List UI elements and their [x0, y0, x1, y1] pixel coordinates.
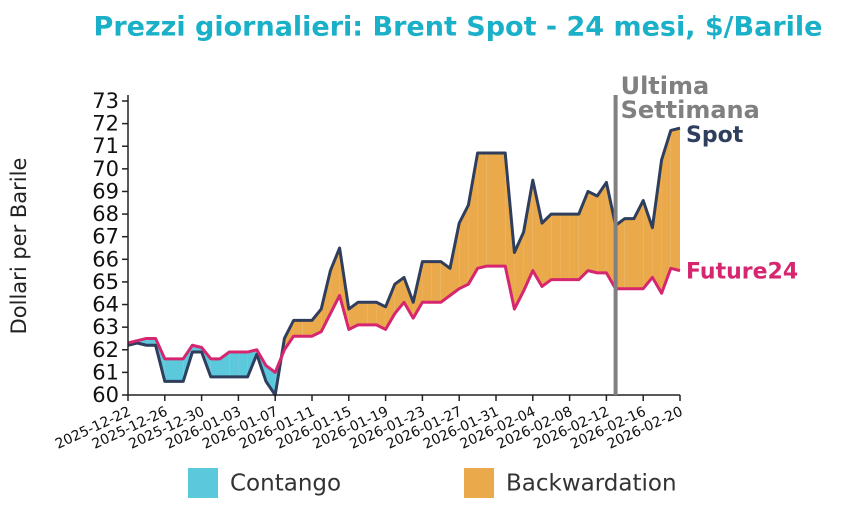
- y-tick-label: 66: [92, 247, 119, 271]
- spread-area: [624, 218, 634, 289]
- spread-area: [293, 320, 303, 337]
- legend-swatch: [188, 468, 218, 498]
- spread-area: [431, 261, 441, 303]
- spread-area: [367, 302, 377, 325]
- spread-area: [174, 358, 184, 382]
- spread-area: [164, 358, 174, 382]
- y-tick-label: 68: [92, 202, 119, 226]
- spread-area: [606, 182, 616, 289]
- annotation-text: Ultima: [621, 72, 710, 100]
- spread-area: [597, 182, 607, 273]
- spread-area: [440, 261, 450, 303]
- spread-area: [229, 352, 239, 377]
- spread-area: [210, 358, 220, 377]
- series-label: Future24: [686, 260, 798, 285]
- y-tick-label: 65: [92, 270, 119, 294]
- spread-area: [238, 352, 248, 377]
- spread-area: [477, 153, 487, 269]
- y-tick-label: 67: [92, 225, 119, 249]
- y-tick-label: 62: [92, 338, 119, 362]
- y-tick-label: 71: [92, 134, 119, 158]
- series-line: [127, 126, 681, 397]
- spread-area: [358, 302, 368, 325]
- spread-area: [542, 214, 552, 287]
- spread-area: [615, 218, 625, 289]
- y-tick-label: 63: [92, 315, 119, 339]
- y-tick-label: 69: [92, 179, 119, 203]
- chart-title: Prezzi giornalieri: Brent Spot - 24 mesi…: [94, 12, 823, 43]
- y-axis-label: Dollari per Barile: [7, 158, 31, 335]
- spread-area: [523, 180, 533, 291]
- spread-area: [302, 320, 312, 337]
- spread-area: [486, 153, 496, 267]
- spread-area: [569, 214, 579, 280]
- y-tick-label: 73: [92, 89, 119, 113]
- legend-swatch: [464, 468, 494, 498]
- spread-area: [661, 130, 671, 294]
- spread-area: [634, 200, 644, 289]
- legend-label: Backwardation: [506, 471, 677, 497]
- series-label: Spot: [686, 123, 744, 148]
- spread-area: [459, 205, 469, 289]
- spread-area: [312, 309, 322, 337]
- y-tick-label: 60: [92, 383, 119, 407]
- spread-area: [146, 338, 156, 346]
- series-line: [127, 264, 681, 374]
- spread-area: [532, 180, 542, 287]
- y-tick-label: 70: [92, 157, 119, 181]
- spread-area: [652, 159, 662, 294]
- spread-area: [514, 232, 524, 310]
- y-tick-label: 64: [92, 293, 119, 317]
- spread-area: [588, 191, 598, 273]
- annotation-text: Settimana: [621, 96, 760, 124]
- spread-area: [422, 261, 432, 303]
- y-tick-label: 72: [92, 112, 119, 136]
- spread-area: [670, 128, 680, 271]
- spread-area: [266, 365, 276, 395]
- spread-area: [385, 284, 395, 330]
- spread-area: [468, 153, 478, 285]
- spread-area: [376, 302, 386, 330]
- spread-area: [560, 214, 570, 280]
- spread-area: [551, 214, 561, 280]
- spread-area: [496, 153, 506, 267]
- legend-label: Contango: [230, 471, 341, 497]
- y-tick-label: 61: [92, 360, 119, 384]
- spread-area: [578, 191, 588, 280]
